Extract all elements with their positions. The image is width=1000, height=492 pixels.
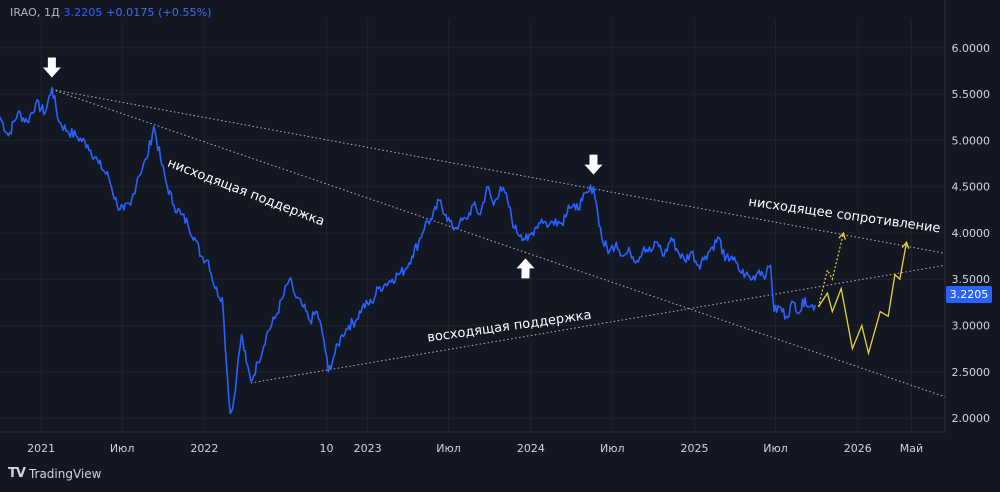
arrow-down-icon (42, 57, 61, 78)
y-tick-label: 2.0000 (952, 412, 991, 425)
forecast-alt-path[interactable] (817, 232, 845, 308)
legend-change: +0.0175 (+0.55%) (106, 6, 212, 19)
x-tick-label: 2022 (190, 442, 218, 455)
x-tick-label: 2026 (844, 442, 872, 455)
y-tick-label: 3.0000 (952, 320, 991, 333)
tradingview-name: TradingView (28, 466, 102, 481)
y-tick-label: 5.0000 (952, 134, 991, 147)
x-tick-label: 2023 (354, 442, 382, 455)
trendline-ascending-support[interactable] (250, 264, 946, 384)
x-tick-label: Июл (600, 442, 625, 455)
y-tick-label: 4.5000 (952, 181, 991, 194)
last-price-label: 3.2205 (946, 286, 992, 303)
price-series-line[interactable] (0, 86, 817, 415)
arrow-down-icon (584, 154, 603, 175)
arrow-up-icon (516, 258, 535, 279)
x-tick-label: 2021 (27, 442, 55, 455)
trendline-descending-support[interactable] (51, 88, 946, 398)
trendline-descending-resistance[interactable] (51, 88, 946, 254)
y-tick-label: 2.5000 (952, 366, 991, 379)
x-tick-label: 10 (319, 442, 333, 455)
x-tick-label: Июл (110, 442, 135, 455)
forecast-alt-arrowhead (838, 231, 846, 240)
forecast-path[interactable] (817, 242, 908, 356)
chart-legend: IRAO, 1Д 3.2205 +0.0175 (+0.55%) (10, 6, 212, 19)
x-tick-label: 2024 (517, 442, 545, 455)
tradingview-icon: TV (8, 466, 26, 481)
x-tick-label: Июл (763, 442, 788, 455)
legend-last-price: 3.2205 (63, 6, 103, 19)
y-tick-label: 3.5000 (952, 273, 991, 286)
y-tick-label: 6.0000 (952, 42, 991, 55)
legend-symbol: IRAO, 1Д (10, 6, 60, 19)
x-tick-label: 2025 (681, 442, 709, 455)
y-tick-label: 5.5000 (952, 88, 991, 101)
forecast-arrowhead (901, 240, 910, 250)
y-tick-label: 4.0000 (952, 227, 991, 240)
tradingview-logo[interactable]: TV TradingView (8, 466, 101, 481)
x-tick-label: Май (900, 442, 923, 455)
x-tick-label: Июл (436, 442, 461, 455)
